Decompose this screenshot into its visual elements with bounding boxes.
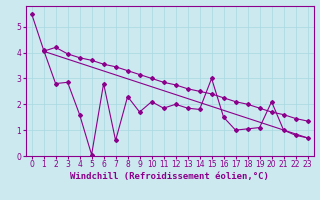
X-axis label: Windchill (Refroidissement éolien,°C): Windchill (Refroidissement éolien,°C) bbox=[70, 172, 269, 181]
